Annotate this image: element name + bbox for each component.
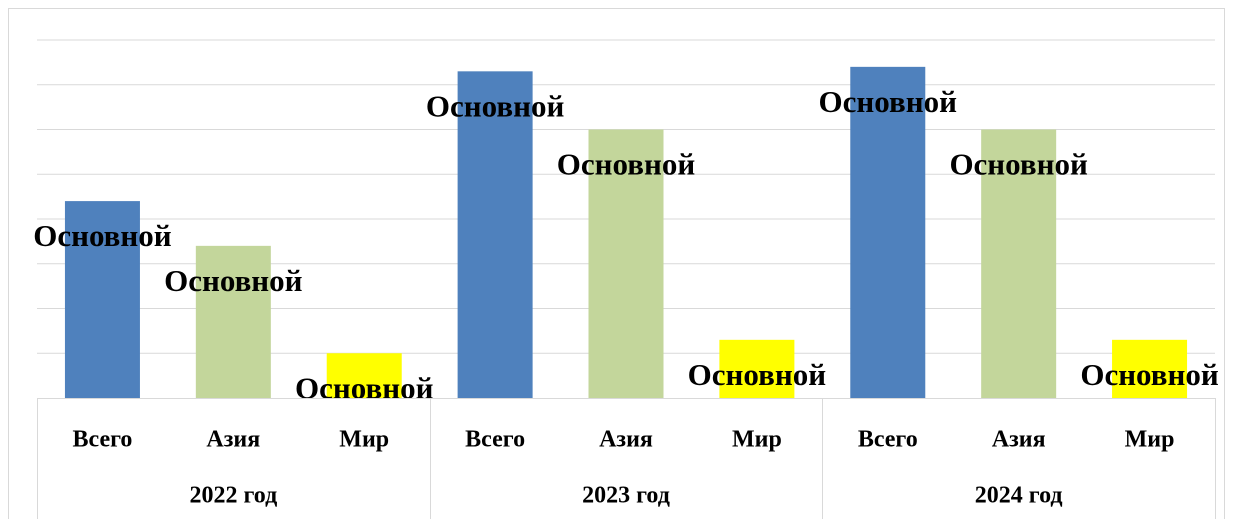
bar: [588, 129, 664, 398]
data-label: Основной: [819, 84, 958, 119]
x-tick-label: Мир: [732, 427, 782, 453]
group-label: 2023 год: [582, 483, 670, 509]
bar: [719, 339, 795, 398]
x-tick-label: Азия: [599, 427, 653, 453]
bar: [457, 71, 533, 398]
bar: [195, 245, 271, 398]
x-tick-label: Азия: [206, 427, 260, 453]
bar: [64, 201, 140, 398]
x-tick-label: Всего: [465, 427, 525, 453]
x-tick-label: Всего: [72, 427, 132, 453]
data-label: Основной: [33, 218, 172, 253]
chart-border: [8, 8, 1225, 519]
bar: [850, 66, 926, 398]
x-tick-label: Всего: [858, 427, 918, 453]
bar: [981, 129, 1057, 398]
data-label: Основной: [295, 370, 434, 405]
group-label: 2022 год: [189, 483, 277, 509]
x-tick-label: Мир: [1125, 427, 1175, 453]
data-label: Основной: [949, 147, 1088, 182]
data-label: Основной: [1080, 357, 1219, 392]
x-tick-label: Мир: [339, 427, 389, 453]
data-label: Основной: [688, 357, 827, 392]
data-label: Основной: [426, 88, 565, 123]
bar: [1112, 339, 1188, 398]
data-label: Основной: [557, 147, 696, 182]
x-tick-label: Азия: [992, 427, 1046, 453]
data-label: Основной: [164, 263, 303, 298]
bar: [326, 353, 402, 398]
group-label: 2024 год: [975, 483, 1063, 509]
